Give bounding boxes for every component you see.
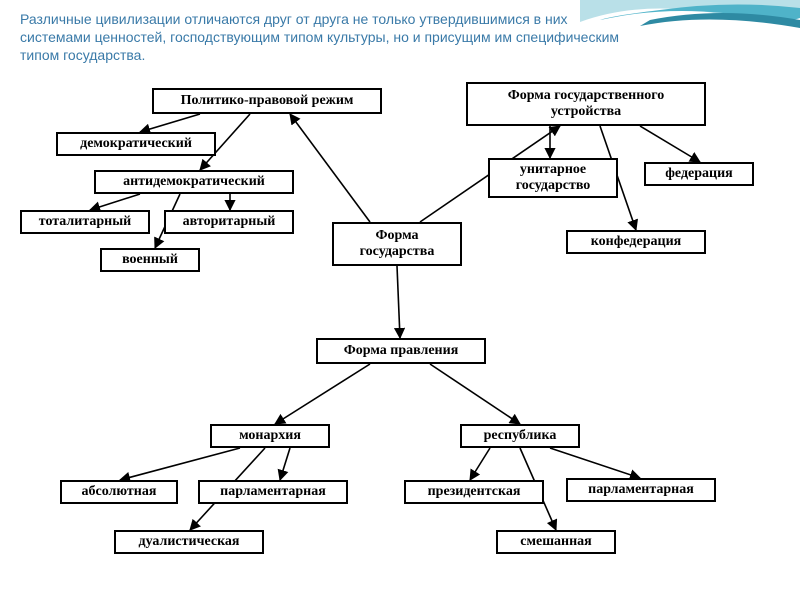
edge-regime-democratic bbox=[140, 114, 200, 132]
node-mixed: смешанная bbox=[496, 530, 616, 554]
node-federation: федерация bbox=[644, 162, 754, 186]
node-presidential: президентская bbox=[404, 480, 544, 504]
node-center: Форма государства bbox=[332, 222, 462, 266]
node-authoritarian: авторитарный bbox=[164, 210, 294, 234]
node-republic: республика bbox=[460, 424, 580, 448]
node-confederation: конфедерация bbox=[566, 230, 706, 254]
node-parliament_mon: парламентарная bbox=[198, 480, 348, 504]
page-title: Различные цивилизации отличаются друг от… bbox=[20, 10, 620, 65]
edge-republic-parliament_rep bbox=[550, 448, 640, 478]
node-structure: Форма государственного устройства bbox=[466, 82, 706, 126]
node-totalitarian: тоталитарный bbox=[20, 210, 150, 234]
node-military: военный bbox=[100, 248, 200, 272]
node-absolute: абсолютная bbox=[60, 480, 178, 504]
node-parliament_rep: парламентарная bbox=[566, 478, 716, 502]
edge-structure-federation bbox=[640, 126, 700, 162]
node-monarchy: монархия bbox=[210, 424, 330, 448]
edge-govform-monarchy bbox=[275, 364, 370, 424]
edge-govform-republic bbox=[430, 364, 520, 424]
edge-center-regime bbox=[290, 114, 370, 222]
node-unitary: унитарное государство bbox=[488, 158, 618, 198]
edge-republic-presidential bbox=[470, 448, 490, 480]
node-democratic: демократический bbox=[56, 132, 216, 156]
edge-antidemocratic-totalitarian bbox=[90, 194, 140, 210]
edge-monarchy-parliament_mon bbox=[280, 448, 290, 480]
node-govform: Форма правления bbox=[316, 338, 486, 364]
node-antidemocratic: антидемократический bbox=[94, 170, 294, 194]
edge-monarchy-absolute bbox=[120, 448, 240, 480]
node-regime: Политико-правовой режим bbox=[152, 88, 382, 114]
node-dualist: дуалистическая bbox=[114, 530, 264, 554]
edge-center-govform bbox=[397, 266, 400, 338]
